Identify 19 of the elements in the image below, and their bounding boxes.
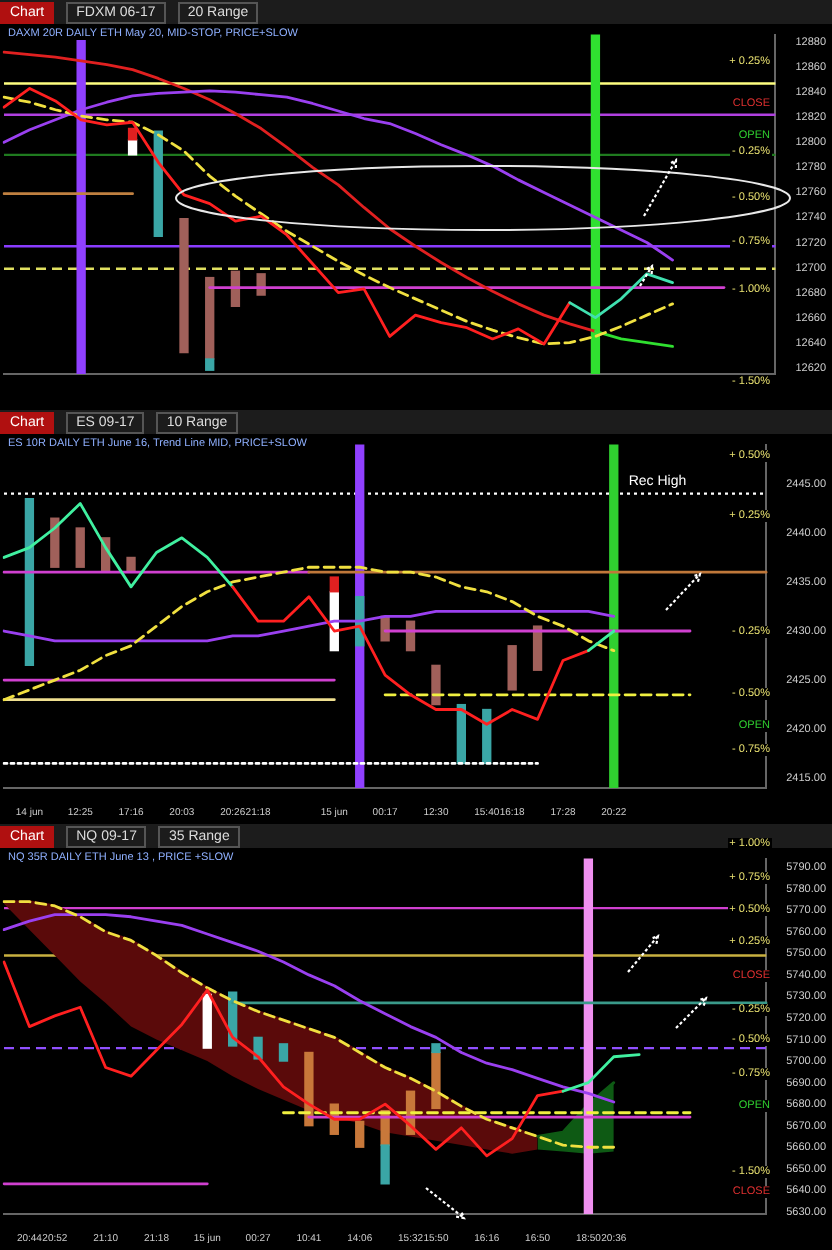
line-series <box>2 565 616 702</box>
bar <box>24 497 35 667</box>
bar <box>431 1043 441 1054</box>
bar <box>75 527 85 568</box>
bar <box>380 1144 390 1185</box>
bar <box>205 276 215 360</box>
bar <box>431 664 441 706</box>
line-series <box>2 95 674 346</box>
bar <box>179 218 189 354</box>
bar <box>532 625 543 671</box>
bar <box>304 1051 314 1127</box>
bar <box>202 993 212 1049</box>
bar <box>355 1120 365 1148</box>
bar <box>507 645 517 691</box>
bar <box>431 1051 441 1110</box>
bar <box>329 576 339 593</box>
bar <box>205 358 215 371</box>
bar <box>609 444 619 788</box>
bar <box>583 858 594 1214</box>
